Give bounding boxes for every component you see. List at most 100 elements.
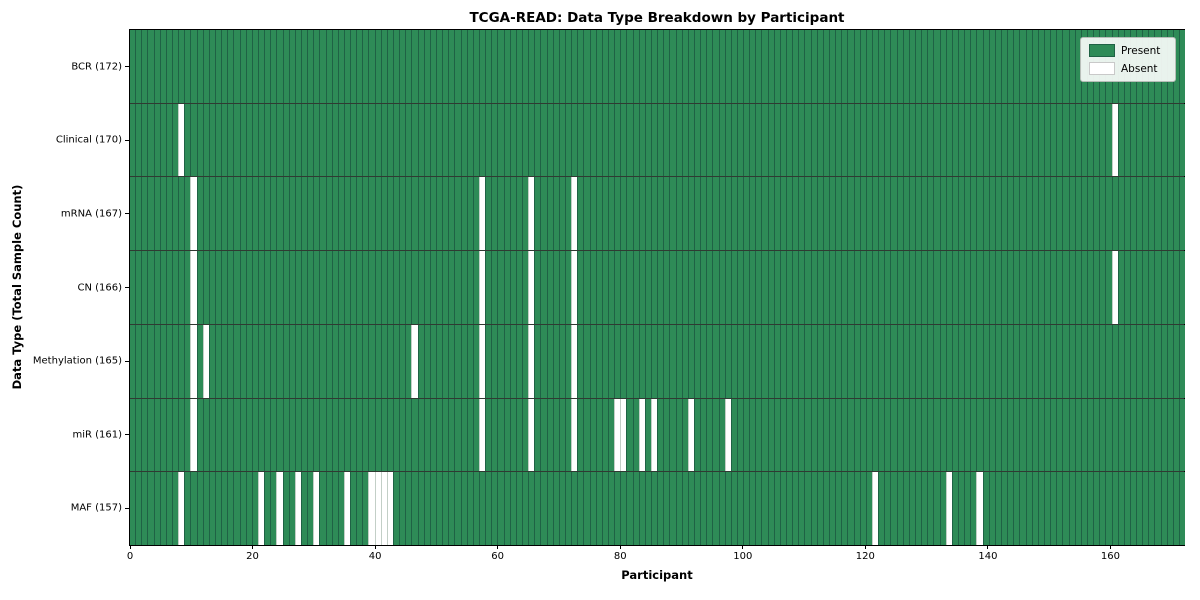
- heatmap-cell: [466, 398, 473, 472]
- heatmap-cell: [804, 103, 811, 177]
- heatmap-cell: [681, 398, 688, 472]
- heatmap-cell: [675, 472, 682, 546]
- heatmap-cell: [264, 398, 271, 472]
- heatmap-cell: [141, 251, 148, 324]
- x-tick-mark: [864, 545, 866, 549]
- heatmap-cell: [1111, 177, 1118, 251]
- heatmap-cell: [872, 324, 879, 398]
- heatmap-cell: [712, 251, 719, 324]
- heatmap-cell: [773, 472, 780, 546]
- heatmap-cell: [810, 30, 817, 103]
- heatmap-cell: [724, 251, 731, 324]
- heatmap-cell: [1093, 398, 1100, 472]
- heatmap-cell: [743, 30, 750, 103]
- heatmap-cell: [835, 177, 842, 251]
- heatmap-cell: [853, 398, 860, 472]
- heatmap-cell: [534, 251, 541, 324]
- x-tick-mark: [374, 545, 376, 549]
- heatmap-cell: [405, 324, 412, 398]
- heatmap-cell: [1166, 324, 1173, 398]
- heatmap-cell: [1074, 103, 1081, 177]
- heatmap-cell: [1179, 30, 1186, 103]
- heatmap-cell: [718, 177, 725, 251]
- heatmap-cell: [337, 30, 344, 103]
- heatmap-cell: [1172, 251, 1180, 324]
- heatmap-cell: [804, 30, 811, 103]
- heatmap-cell: [1136, 324, 1143, 398]
- heatmap-cell: [393, 177, 400, 251]
- heatmap-cell: [700, 398, 707, 472]
- heatmap-cell: [454, 251, 461, 324]
- heatmap-cell: [178, 398, 185, 472]
- heatmap-cell: [951, 472, 958, 546]
- heatmap-cell: [927, 177, 934, 251]
- heatmap-cell: [1154, 472, 1161, 546]
- heatmap-cell: [945, 103, 952, 177]
- heatmap-cell: [386, 472, 394, 546]
- heatmap-cell: [1074, 398, 1081, 472]
- heatmap-cell: [607, 103, 615, 177]
- heatmap-cell: [417, 30, 424, 103]
- heatmap-cell: [650, 324, 658, 398]
- heatmap-cell: [171, 472, 179, 546]
- heatmap-cell: [571, 103, 578, 177]
- heatmap-cell: [638, 398, 645, 472]
- heatmap-cell: [767, 177, 774, 251]
- heatmap-cell: [583, 177, 590, 251]
- heatmap-cell: [724, 103, 731, 177]
- heatmap-cell: [564, 324, 572, 398]
- heatmap-cell: [1086, 177, 1094, 251]
- heatmap-cell: [1105, 472, 1112, 546]
- heatmap-cell: [227, 398, 234, 472]
- x-tick-mark: [742, 545, 744, 549]
- heatmap-cell: [374, 103, 381, 177]
- heatmap-cell: [245, 398, 252, 472]
- heatmap-cell: [196, 472, 203, 546]
- heatmap-cell: [472, 30, 480, 103]
- heatmap-cell: [779, 472, 787, 546]
- heatmap-cell: [632, 177, 639, 251]
- heatmap-cell: [202, 177, 209, 251]
- heatmap-cell: [1123, 177, 1130, 251]
- heatmap-cell: [294, 30, 301, 103]
- heatmap-cell: [957, 30, 965, 103]
- heatmap-cell: [945, 177, 952, 251]
- heatmap-cell: [620, 177, 627, 251]
- heatmap-cell: [227, 251, 234, 324]
- heatmap-cell: [251, 103, 258, 177]
- heatmap-cell: [472, 251, 480, 324]
- heatmap-cell: [386, 103, 394, 177]
- legend: Present Absent: [1080, 37, 1176, 82]
- heatmap-cell: [558, 251, 565, 324]
- heatmap-cell: [460, 324, 467, 398]
- heatmap-cell: [724, 472, 731, 546]
- heatmap-cell: [712, 398, 719, 472]
- heatmap-cell: [896, 398, 903, 472]
- heatmap-cell: [264, 177, 271, 251]
- heatmap-cell: [933, 472, 940, 546]
- heatmap-cell: [1043, 398, 1051, 472]
- heatmap-cell: [460, 251, 467, 324]
- heatmap-cell: [1172, 472, 1180, 546]
- heatmap-cell: [700, 324, 707, 398]
- heatmap-cell: [669, 103, 676, 177]
- heatmap-cell: [884, 251, 891, 324]
- heatmap-cell: [736, 324, 744, 398]
- heatmap-cell: [902, 398, 909, 472]
- heatmap-cell: [951, 398, 958, 472]
- heatmap-cell: [1111, 103, 1118, 177]
- heatmap-cell: [233, 324, 240, 398]
- heatmap-cell: [614, 103, 621, 177]
- heatmap-cell: [675, 324, 682, 398]
- heatmap-cell: [736, 251, 744, 324]
- heatmap-cell: [1099, 103, 1106, 177]
- legend-swatch-absent-icon: [1089, 62, 1115, 75]
- heatmap-cell: [331, 324, 338, 398]
- heatmap-cell: [1037, 472, 1044, 546]
- y-tick-mark: [125, 507, 129, 509]
- heatmap-cell: [184, 472, 191, 546]
- heatmap-cell: [1050, 324, 1057, 398]
- heatmap-cell: [1179, 324, 1186, 398]
- heatmap-cell: [319, 324, 326, 398]
- heatmap-cell: [1105, 324, 1112, 398]
